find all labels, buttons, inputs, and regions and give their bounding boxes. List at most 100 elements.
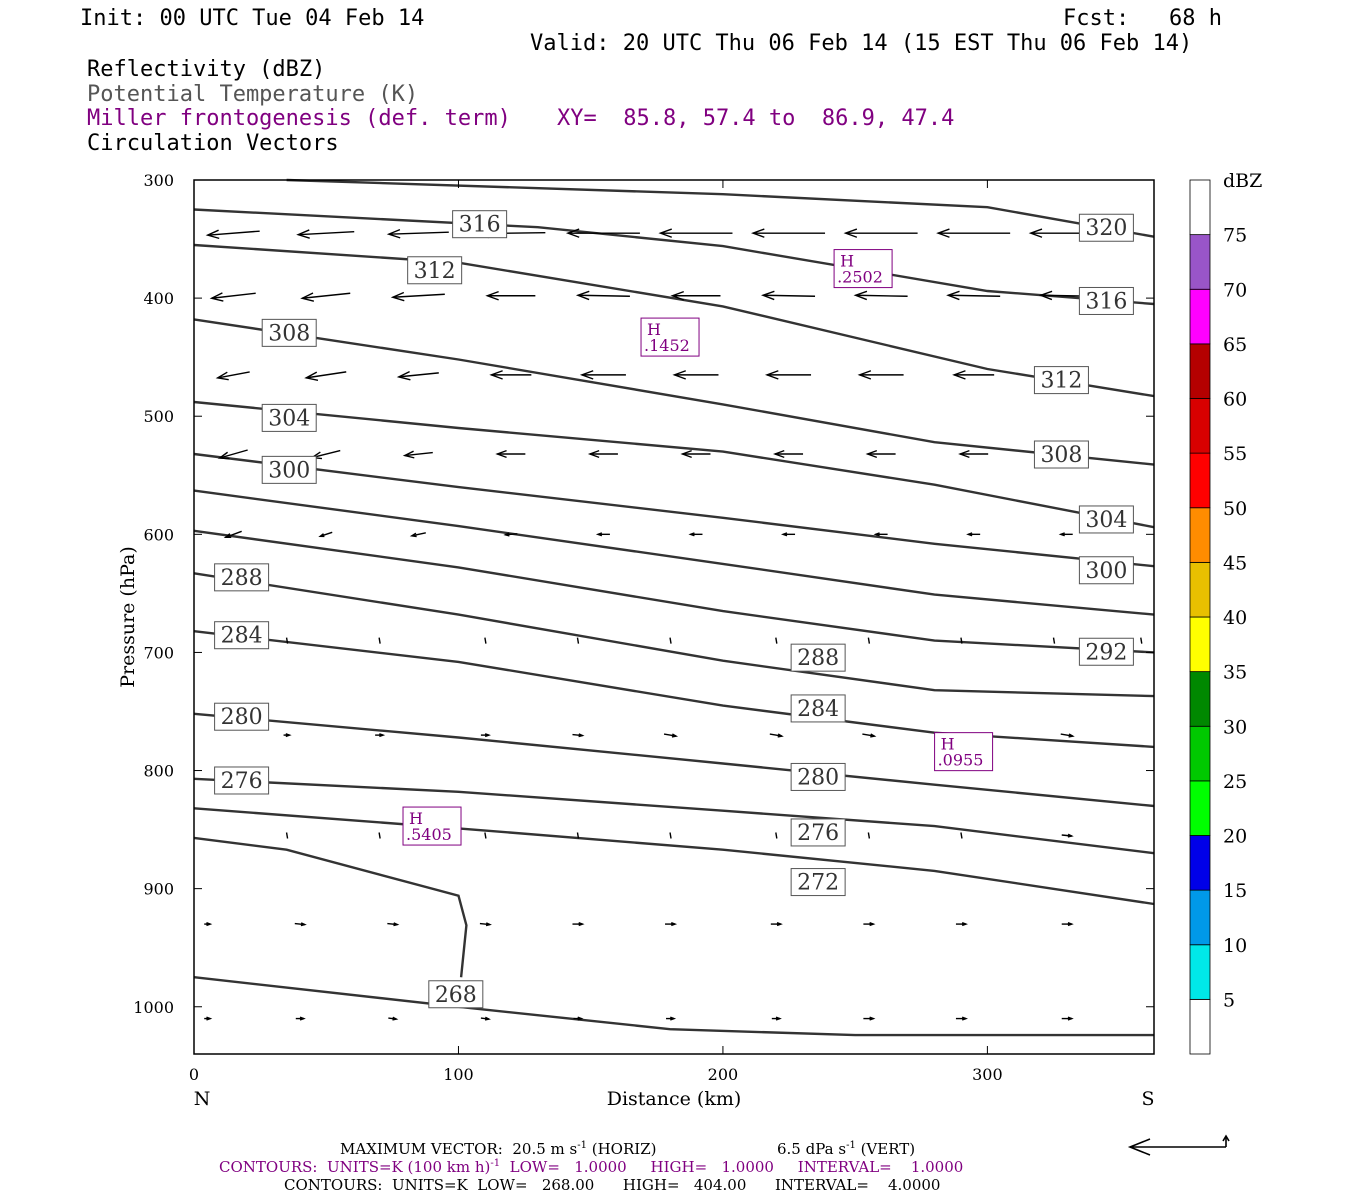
circulation-vector — [294, 922, 307, 927]
colorbar-label: 15 — [1223, 880, 1247, 902]
theta-label-320: 320 — [1078, 213, 1134, 242]
svg-text:280: 280 — [797, 765, 839, 790]
south-end-label: S — [1141, 1088, 1154, 1110]
circulation-vector — [318, 531, 333, 538]
circulation-vector — [304, 371, 347, 381]
theta-label-280: 280 — [790, 762, 846, 791]
circulation-vector — [1061, 833, 1074, 838]
colorbar-swatch — [1189, 507, 1211, 563]
colorbar-swatch — [1189, 835, 1211, 891]
circulation-vector — [378, 637, 381, 644]
theta-contour-268 — [193, 976, 1154, 1037]
colorbar-label: 5 — [1223, 989, 1235, 1011]
circulation-vector — [658, 228, 733, 238]
theta-label-312: 312 — [407, 256, 463, 285]
colorbar-label: 50 — [1223, 498, 1247, 520]
circulation-vector — [205, 229, 260, 240]
y-axis-label: Pressure (hPa) — [117, 546, 139, 688]
colorbar-swatch — [1189, 616, 1211, 673]
x-tick-label: 200 — [708, 1065, 739, 1084]
svg-text:.1452: .1452 — [644, 336, 690, 355]
theta-label-312: 312 — [1033, 366, 1089, 395]
y-tick-label: 800 — [143, 762, 174, 781]
circulation-vector — [396, 371, 439, 381]
y-tick-label: 900 — [143, 880, 174, 899]
x-tick-label: 100 — [443, 1065, 474, 1084]
circulation-vector — [670, 290, 721, 301]
circulation-vector — [960, 832, 963, 839]
theta-label-304: 304 — [1078, 505, 1134, 534]
svg-text:H: H — [941, 735, 955, 754]
circulation-vector — [775, 832, 778, 839]
svg-text:292: 292 — [1085, 640, 1127, 665]
svg-text:300: 300 — [268, 458, 310, 483]
circulation-vector — [285, 832, 289, 839]
circulation-vector — [484, 637, 487, 644]
theta-contour-288 — [193, 572, 1155, 698]
svg-text:H: H — [409, 809, 423, 828]
circulation-vector — [958, 449, 989, 459]
theta-label-276: 276 — [214, 766, 270, 795]
svg-text:284: 284 — [797, 697, 839, 722]
svg-text:320: 320 — [1085, 216, 1127, 241]
circulation-vector — [772, 449, 804, 459]
circulation-vector — [215, 371, 250, 381]
theta-contour-272 — [193, 807, 1155, 906]
circulation-vector — [843, 228, 918, 238]
circulation-vector — [960, 637, 963, 644]
circulation-vector — [576, 832, 580, 839]
circulation-vectors — [204, 228, 1143, 1021]
colorbar-swatch — [1189, 179, 1211, 236]
svg-text:284: 284 — [221, 624, 263, 649]
theta-label-308: 308 — [261, 318, 317, 347]
theta-contour-300 — [193, 452, 1155, 568]
svg-text:.2502: .2502 — [837, 268, 883, 287]
circulation-vector — [489, 370, 532, 380]
svg-text:276: 276 — [221, 769, 263, 794]
theta-label-300: 300 — [1078, 556, 1134, 585]
theta-contour-304 — [193, 400, 1155, 529]
colorbar-swatch — [1189, 944, 1211, 1000]
svg-text:316: 316 — [459, 213, 501, 238]
circulation-vector — [575, 290, 630, 301]
circulation-vector — [378, 832, 381, 839]
colorbar-label: 35 — [1223, 662, 1247, 684]
circulation-vector — [867, 637, 871, 644]
circulation-vector — [479, 922, 492, 927]
circulation-vector — [761, 290, 816, 301]
svg-text:288: 288 — [221, 566, 263, 591]
theta-contours — [193, 178, 1155, 1037]
colorbar-swatch — [1189, 452, 1211, 509]
circulation-vector — [672, 370, 719, 380]
y-tick-label: 600 — [143, 525, 174, 544]
circulation-vector — [503, 532, 518, 537]
colorbar-label: 30 — [1223, 716, 1247, 738]
frontogenesis-max: H.2502 — [833, 249, 893, 289]
circulation-vector — [862, 733, 877, 738]
circulation-vector — [565, 228, 640, 238]
circulation-vector — [300, 292, 351, 302]
svg-text:304: 304 — [268, 406, 310, 431]
circulation-vector — [1058, 532, 1073, 537]
theta-label-308: 308 — [1033, 440, 1089, 469]
svg-text:280: 280 — [221, 705, 263, 730]
colorbar-swatch — [1189, 780, 1211, 836]
theta-contour-info: CONTOURS: UNITS=K LOW= 268.00 HIGH= 404.… — [284, 1176, 941, 1194]
theta-label-292: 292 — [1078, 637, 1134, 666]
circulation-vector — [388, 1016, 399, 1021]
forecast-hour: Fcst: 68 h — [1063, 6, 1222, 31]
x-tick-label: 300 — [972, 1065, 1003, 1084]
theta-contour-276 — [193, 777, 1155, 855]
circulation-vector — [296, 229, 355, 239]
cross-section-endpoints: XY= 85.8, 57.4 to 86.9, 47.4 — [557, 106, 955, 131]
circulation-vector — [946, 290, 1001, 301]
circulation-vector — [387, 922, 400, 927]
theta-contour-308 — [193, 318, 1155, 466]
svg-text:312: 312 — [414, 259, 456, 284]
field-potential-temperature: Potential Temperature (K) — [87, 82, 419, 107]
field-circulation-vectors: Circulation Vectors — [87, 131, 339, 156]
colorbar-label: 45 — [1223, 552, 1247, 574]
circulation-vector — [595, 532, 610, 537]
